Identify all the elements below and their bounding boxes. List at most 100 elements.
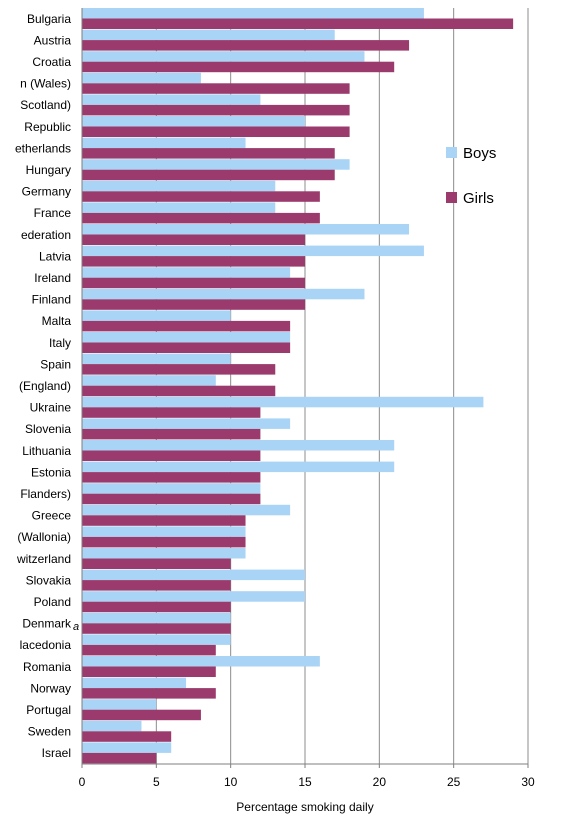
category-label-12: Ireland [34,271,71,285]
category-label-15: Italy [49,336,71,350]
legend-swatch-boys [446,147,457,158]
category-label-8: Germany [22,185,71,199]
bar-boys-27 [82,591,305,602]
bar-boys-25 [82,548,246,559]
x-tick-label-30: 30 [521,775,535,789]
category-label-2: Croatia [32,55,71,69]
bar-girls-7 [82,169,335,181]
bar-boys-31 [82,677,187,689]
bar-girls-22 [82,493,261,505]
bar-girls-34 [82,752,157,764]
x-tick-label-15: 15 [298,775,312,789]
bar-girls-26 [82,580,231,591]
bar-boys-26 [82,569,305,581]
bar-girls-11 [82,256,305,267]
bar-boys-32 [82,699,157,710]
category-label-31: Norway [30,681,71,695]
bar-boys-8 [82,180,276,192]
category-label-28: Denmark [22,617,72,631]
bar-boys-0 [82,8,424,19]
bar-boys-19 [82,418,291,429]
bar-girls-31 [82,688,216,699]
category-label-17: (England) [19,379,71,393]
category-label-20: Lithuania [22,444,71,458]
bar-boys-11 [82,245,424,257]
bar-boys-6 [82,137,246,149]
bar-girls-28 [82,623,231,634]
bar-girls-14 [82,320,291,332]
bar-boys-3 [82,72,201,84]
bar-girls-9 [82,212,320,224]
bar-boys-7 [82,159,350,170]
category-label-25: witzerland [16,552,71,566]
bar-boys-30 [82,656,320,667]
x-axis-title: Percentage smoking daily [236,800,373,814]
bar-boys-13 [82,288,365,300]
bar-boys-20 [82,440,395,451]
bar-girls-12 [82,277,305,289]
bar-girls-0 [82,18,514,29]
bar-boys-2 [82,51,365,62]
category-label-16: Spain [40,357,71,371]
bar-boys-1 [82,29,335,41]
bar-boys-4 [82,94,261,105]
category-label-26: Slovakia [26,573,72,587]
legend-label-girls: Girls [463,190,494,207]
bar-boys-34 [82,742,172,753]
footnote-marker: a [73,621,79,633]
category-label-10: ederation [21,228,71,242]
bar-boys-28 [82,612,231,624]
bar-boys-21 [82,461,395,473]
category-label-19: Slovenia [25,422,71,436]
bar-boys-9 [82,202,276,213]
bar-girls-19 [82,428,261,440]
category-label-24: (Wallonia) [17,530,71,544]
bar-girls-21 [82,472,261,483]
bar-girls-16 [82,364,276,375]
bar-boys-12 [82,267,291,278]
category-label-32: Portugal [26,703,71,717]
category-label-29: lacedonia [20,638,72,652]
bar-boys-22 [82,483,261,494]
bar-boys-33 [82,720,142,732]
bar-boys-24 [82,526,246,537]
bar-girls-32 [82,709,201,721]
bar-girls-17 [82,385,276,397]
bar-girls-29 [82,644,216,656]
bar-girls-8 [82,191,320,202]
category-label-3: n (Wales) [20,77,71,91]
bar-girls-27 [82,601,231,613]
bar-girls-13 [82,299,305,310]
bar-girls-18 [82,407,261,418]
x-tick-label-5: 5 [153,775,160,789]
x-axis: 0 5 10 15 20 25 30 [79,8,535,789]
category-label-27: Poland [34,595,71,609]
legend-label-boys: Boys [463,145,496,162]
bar-boys-18 [82,396,484,408]
x-tick-label-20: 20 [373,775,387,789]
bar-girls-23 [82,515,246,526]
category-label-33: Sweden [28,725,71,739]
category-label-1: Austria [34,33,72,47]
category-label-5: Republic [24,120,71,134]
bars [82,8,514,764]
x-tick-label-10: 10 [224,775,238,789]
category-label-22: Flanders) [20,487,71,501]
bar-girls-2 [82,61,395,73]
bar-girls-24 [82,536,246,548]
category-label-6: etherlands [15,141,71,155]
bar-girls-25 [82,558,231,569]
bar-boys-15 [82,332,291,343]
category-label-30: Romania [23,660,71,674]
bar-girls-33 [82,731,172,742]
bar-girls-4 [82,104,350,116]
bar-boys-5 [82,116,305,127]
bar-boys-29 [82,634,231,645]
bar-boys-16 [82,353,231,365]
category-label-4: Scotland) [20,98,71,112]
bar-girls-1 [82,40,410,51]
category-label-18: Ukraine [30,401,72,415]
bar-boys-14 [82,310,231,321]
bar-boys-10 [82,224,410,235]
